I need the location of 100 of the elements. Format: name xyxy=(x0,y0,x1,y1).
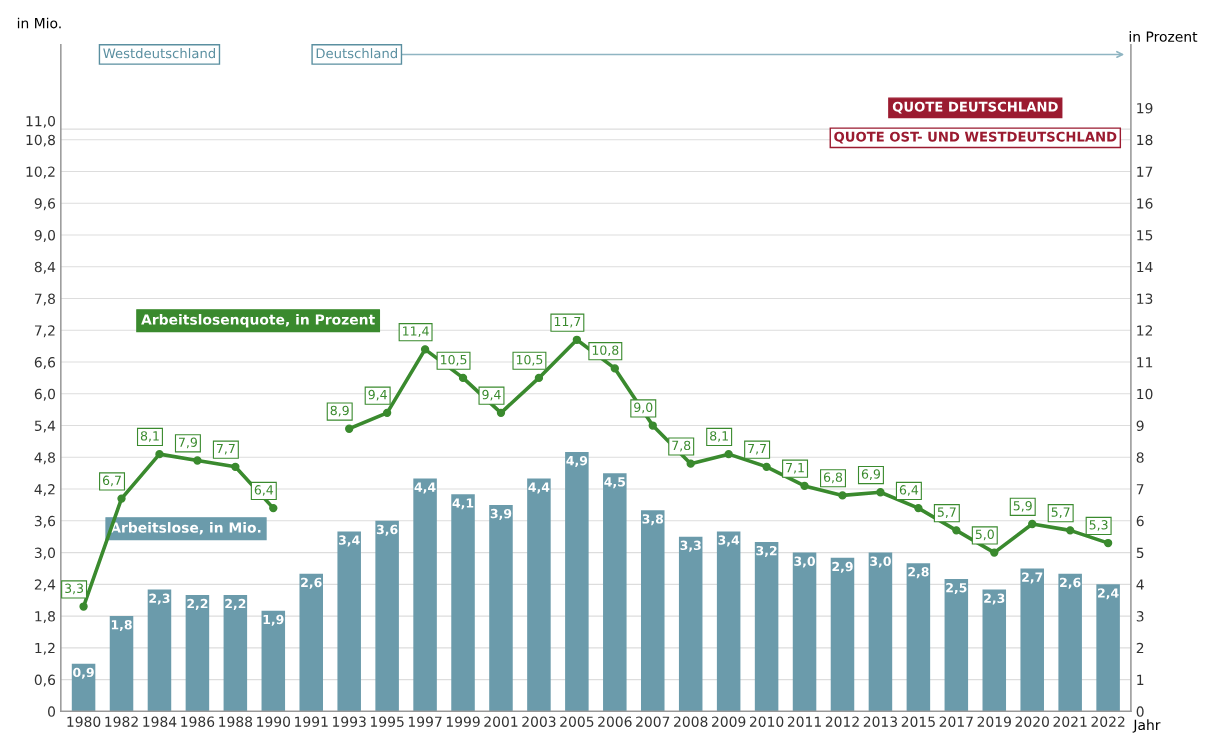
point xyxy=(117,494,126,503)
y2-tick-label: 10 xyxy=(1137,388,1153,400)
point xyxy=(1103,538,1113,548)
bar xyxy=(754,541,779,712)
data-label: 3,2 xyxy=(756,545,777,557)
y-tick-label: 1,2 xyxy=(35,642,55,655)
x-tick-label: 2015 xyxy=(901,716,935,727)
x-tick-label: 2006 xyxy=(598,716,632,727)
x-tick-label: 2017 xyxy=(939,716,973,727)
y-tick-label: 7,2 xyxy=(34,325,55,338)
bar xyxy=(641,510,665,712)
point xyxy=(1065,526,1075,535)
bar xyxy=(868,552,893,712)
bar xyxy=(261,610,286,712)
x-tick-label: 1990 xyxy=(257,716,291,727)
point xyxy=(838,491,847,500)
y-tick-label: 11,0 xyxy=(26,115,56,128)
data-label: 8,1 xyxy=(710,431,728,442)
data-label: 6,8 xyxy=(823,472,843,484)
y-tick-label: 0 xyxy=(48,706,56,717)
data-label: 3,6 xyxy=(376,524,398,536)
bar xyxy=(1058,573,1082,712)
x-tick-label: 2003 xyxy=(522,716,556,727)
point xyxy=(648,421,657,430)
point xyxy=(193,456,202,465)
data-label: 2,6 xyxy=(1060,577,1081,589)
data-label: 5,0 xyxy=(975,529,994,541)
x-tick-label: 2010 xyxy=(749,716,784,727)
bar xyxy=(944,579,969,712)
x-tick-label: 2022 xyxy=(1091,716,1125,727)
data-label: 11,4 xyxy=(403,326,429,338)
point xyxy=(534,373,544,383)
y-tick-label: 9,6 xyxy=(34,198,56,211)
data-label: 3,3 xyxy=(65,583,84,595)
bar xyxy=(1020,568,1044,712)
data-label: 4,4 xyxy=(414,482,436,494)
data-label: 3,0 xyxy=(794,556,816,568)
data-label: 7,9 xyxy=(179,437,197,449)
data-label: 1,8 xyxy=(111,620,132,632)
bar xyxy=(185,594,210,712)
y2-tick-label: 15 xyxy=(1137,230,1153,241)
bar xyxy=(299,573,324,712)
y2-tick-label: 9 xyxy=(1136,420,1144,432)
y2-tick-label: 17 xyxy=(1137,166,1153,177)
data-label: 4,9 xyxy=(566,455,588,467)
x-tick-label: 1993 xyxy=(333,716,366,727)
data-label: 2,3 xyxy=(984,593,1005,605)
y2-axis-title: in Prozent xyxy=(1129,31,1198,42)
y2-tick-label: 0 xyxy=(1136,706,1144,717)
y-tick-label: 5,4 xyxy=(34,420,56,433)
y2-tick-label: 12 xyxy=(1137,325,1153,336)
y2-tick-label: 5 xyxy=(1136,547,1144,559)
x-tick-label: 2012 xyxy=(825,716,859,727)
x-tick-label: 1995 xyxy=(370,716,404,727)
point xyxy=(876,488,885,497)
x-tick-label: 2009 xyxy=(712,716,746,727)
data-label: 6,4 xyxy=(254,485,274,496)
text: Arbeitslosenquote, in Prozent xyxy=(141,314,375,328)
point xyxy=(231,462,240,471)
y2-tick-label: 6 xyxy=(1136,515,1144,527)
bar xyxy=(375,520,399,712)
point xyxy=(990,548,999,557)
point xyxy=(724,449,733,459)
x-tick-label: 1984 xyxy=(143,716,177,727)
bar xyxy=(603,473,627,712)
point xyxy=(155,449,164,459)
data-label: 1,9 xyxy=(263,614,284,626)
point xyxy=(420,345,430,354)
data-label: 9,4 xyxy=(482,389,501,401)
data-label: 3,8 xyxy=(642,514,664,526)
y-tick-label: 6,0 xyxy=(34,388,56,401)
y-axis-title: in Mio. xyxy=(17,17,61,29)
x-axis-title: Jahr xyxy=(1132,719,1161,733)
data-label: 9,4 xyxy=(368,389,387,401)
data-label: 2,2 xyxy=(225,598,246,610)
data-label: 2,4 xyxy=(1098,588,1119,600)
data-label: 6,7 xyxy=(102,475,121,487)
data-label: 2,9 xyxy=(832,561,853,573)
data-label: 4,1 xyxy=(452,498,474,510)
bar xyxy=(830,557,855,712)
y2-tick-label: 7 xyxy=(1136,484,1144,495)
data-label: 3,3 xyxy=(680,540,701,552)
y-tick-label: 4,2 xyxy=(34,484,55,496)
data-label: 7,8 xyxy=(672,440,691,452)
data-label: 2,3 xyxy=(149,593,170,605)
bar xyxy=(716,531,741,712)
data-label: 5,9 xyxy=(1013,501,1032,512)
data-label: 3,0 xyxy=(870,556,891,568)
data-label: 5,3 xyxy=(1089,520,1108,531)
data-label: 2,7 xyxy=(1022,572,1043,584)
data-label: 8,1 xyxy=(140,431,159,442)
y-tick-label: 1,8 xyxy=(35,611,55,623)
point xyxy=(458,373,468,383)
x-tick-label: 1980 xyxy=(67,716,101,727)
y-tick-label: 3,0 xyxy=(34,547,56,560)
data-label: 2,2 xyxy=(187,598,208,610)
point xyxy=(345,424,354,433)
y-tick-label: 10,8 xyxy=(26,134,55,147)
point xyxy=(269,503,278,513)
point xyxy=(382,408,392,418)
